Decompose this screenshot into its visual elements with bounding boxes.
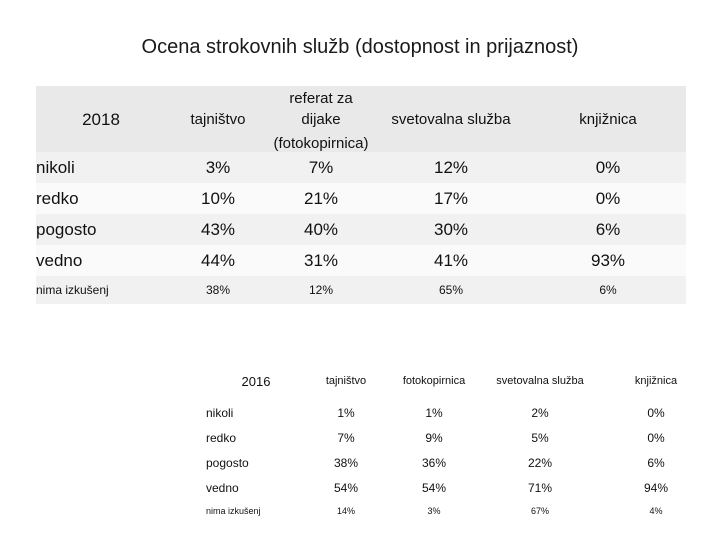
table-header-row: 2016 tajništvo fotokopirnica svetovalna … [206,362,714,400]
table-row: nima izkušenj 14% 3% 67% 4% [206,500,714,522]
row-label: vedno [206,475,306,500]
table-row: redko 7% 9% 5% 0% [206,425,714,450]
column-header-main: referat za dijake [289,90,353,128]
table-cell: 0% [598,400,714,425]
row-label: redko [206,425,306,450]
row-label: vedno [36,245,166,276]
row-label: nima izkušenj [36,276,166,304]
column-header: svetovalna služba [372,86,530,152]
table-2018: 2018 tajništvo referat za dijake (fotoko… [36,86,686,304]
column-header: referat za dijake (fotokopirnica) [270,86,372,152]
table-row: vedno 54% 54% 71% 94% [206,475,714,500]
table-cell: 54% [386,475,482,500]
table-row: pogosto 38% 36% 22% 6% [206,450,714,475]
table-cell: 36% [386,450,482,475]
year-label: 2018 [36,86,166,152]
table-cell: 2% [482,400,598,425]
column-header-sub: (fotokopirnica) [273,135,369,152]
table-cell: 0% [530,183,686,214]
row-label: pogosto [206,450,306,475]
year-label: 2016 [206,362,306,400]
table-cell: 1% [306,400,386,425]
table-cell: 10% [166,183,270,214]
page-title: Ocena strokovnih služb (dostopnost in pr… [141,36,579,58]
column-header: knjižnica [530,86,686,152]
table-cell: 93% [530,245,686,276]
table-row: redko 10% 21% 17% 0% [36,183,686,214]
table-cell: 71% [482,475,598,500]
table-cell: 17% [372,183,530,214]
table-row: nima izkušenj 38% 12% 65% 6% [36,276,686,304]
table-cell: 21% [270,183,372,214]
table-cell: 6% [530,214,686,245]
table-cell: 40% [270,214,372,245]
table-cell: 3% [386,500,482,522]
table-cell: 0% [530,152,686,183]
table-cell: 3% [166,152,270,183]
table-cell: 6% [530,276,686,304]
table-cell: 6% [598,450,714,475]
column-header: svetovalna služba [482,362,598,400]
table-cell: 0% [598,425,714,450]
table-cell: 67% [482,500,598,522]
table-cell: 12% [270,276,372,304]
table-header-row: 2018 tajništvo referat za dijake (fotoko… [36,86,686,152]
table-cell: 54% [306,475,386,500]
table-row: pogosto 43% 40% 30% 6% [36,214,686,245]
column-header: tajništvo [166,86,270,152]
table-cell: 4% [598,500,714,522]
row-label: nikoli [206,400,306,425]
row-label: nima izkušenj [206,500,306,522]
table-cell: 94% [598,475,714,500]
table-row: nikoli 3% 7% 12% 0% [36,152,686,183]
row-label: redko [36,183,166,214]
table-cell: 38% [306,450,386,475]
column-header: knjižnica [598,362,714,400]
column-header: tajništvo [306,362,386,400]
table-cell: 7% [270,152,372,183]
table-cell: 5% [482,425,598,450]
table-cell: 7% [306,425,386,450]
table-cell: 22% [482,450,598,475]
column-header: fotokopirnica [386,362,482,400]
table-2016: 2016 tajništvo fotokopirnica svetovalna … [206,362,714,522]
table-cell: 1% [386,400,482,425]
table-row: vedno 44% 31% 41% 93% [36,245,686,276]
table-cell: 41% [372,245,530,276]
table-cell: 38% [166,276,270,304]
row-label: pogosto [36,214,166,245]
table-cell: 14% [306,500,386,522]
table-cell: 43% [166,214,270,245]
table-cell: 44% [166,245,270,276]
table-cell: 31% [270,245,372,276]
table-cell: 65% [372,276,530,304]
table-row: nikoli 1% 1% 2% 0% [206,400,714,425]
table-cell: 12% [372,152,530,183]
table-cell: 30% [372,214,530,245]
row-label: nikoli [36,152,166,183]
table-cell: 9% [386,425,482,450]
